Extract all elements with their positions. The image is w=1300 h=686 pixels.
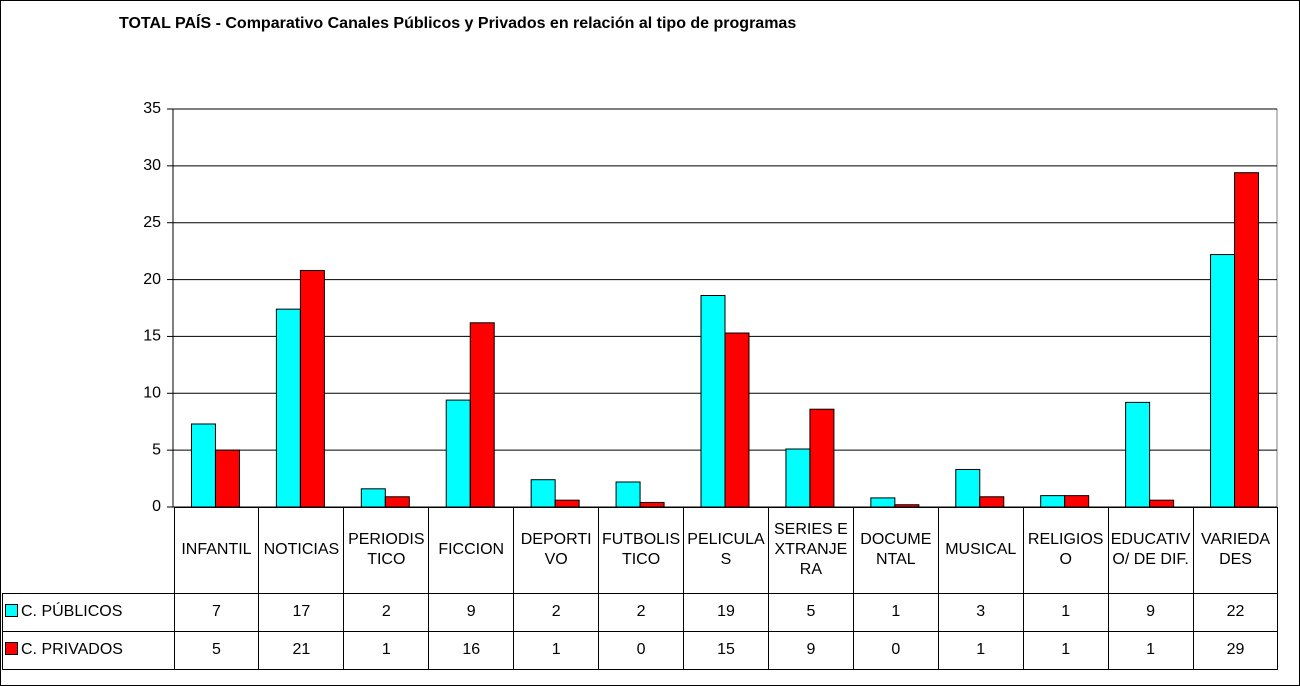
bar — [214, 449, 240, 508]
x-tick-label: INFANTIL — [173, 507, 260, 594]
bar — [1040, 495, 1066, 508]
table-corner — [2, 507, 175, 594]
data-label: 7 — [173, 592, 260, 632]
x-tick-label: SERIES EXTRANJERA — [767, 507, 854, 594]
y-tick-label: 10 — [143, 385, 161, 402]
legend-entry: C. PÚBLICOS — [2, 592, 175, 632]
bar — [809, 408, 835, 508]
data-label: 21 — [258, 630, 345, 670]
category-row: INFANTIL NOTICIAS PERIODISTICO FICCION DEPOR… — [2, 507, 1279, 594]
bar — [1064, 495, 1090, 508]
y-tick-label: 25 — [143, 214, 161, 231]
bar — [299, 269, 325, 508]
y-tick-label: 20 — [143, 271, 161, 288]
data-label: 1 — [513, 630, 600, 670]
data-label: 9 — [428, 592, 515, 632]
legend-label: C. PRIVADOS — [21, 641, 123, 658]
data-label: 22 — [1192, 592, 1279, 632]
series-row: C. PÚBLICOS 7 17 2 9 2 2 19 5 1 3 1 9 22 — [2, 592, 1279, 632]
bar — [190, 423, 216, 508]
x-tick-label: FICCION — [428, 507, 515, 594]
bar — [894, 504, 920, 508]
data-label: 9 — [767, 630, 854, 670]
bar — [554, 499, 580, 508]
data-label: 1 — [343, 630, 430, 670]
data-label: 9 — [1107, 592, 1194, 632]
x-tick-label: VARIEDADES — [1192, 507, 1279, 594]
data-label: 17 — [258, 592, 345, 632]
bar — [1234, 172, 1260, 508]
data-label: 19 — [683, 592, 769, 632]
x-tick-label: PELICULAS — [683, 507, 769, 594]
x-tick-label: FUTBOLISTICO — [598, 507, 685, 594]
bar — [469, 322, 495, 508]
x-tick-label: DOCUMENTAL — [852, 507, 939, 594]
x-tick-label: MUSICAL — [937, 507, 1024, 594]
data-label: 0 — [598, 630, 685, 670]
y-tick-label: 5 — [152, 441, 161, 458]
bar — [275, 308, 301, 508]
bar — [445, 399, 471, 508]
data-label: 5 — [767, 592, 854, 632]
y-tick-label: 0 — [152, 498, 161, 515]
bar — [1210, 254, 1236, 508]
data-label: 2 — [513, 592, 600, 632]
bar — [785, 448, 811, 508]
data-label: 3 — [937, 592, 1024, 632]
legend-swatch — [5, 642, 18, 655]
bar — [384, 496, 410, 508]
data-label: 5 — [173, 630, 260, 670]
chart-title: TOTAL PAÍS - Comparativo Canales Público… — [119, 15, 797, 32]
bar — [615, 481, 641, 508]
data-label: 1 — [937, 630, 1024, 670]
data-label: 1 — [1107, 630, 1194, 670]
bar — [1149, 499, 1175, 508]
bar — [639, 501, 665, 508]
data-label: 1 — [1022, 630, 1109, 670]
data-label: 1 — [1022, 592, 1109, 632]
bar — [724, 332, 750, 508]
y-tick-label: 15 — [143, 328, 161, 345]
x-tick-label: PERIODISTICO — [343, 507, 430, 594]
bar — [1125, 401, 1151, 508]
bar — [979, 496, 1005, 508]
data-label: 0 — [852, 630, 939, 670]
legend-entry: C. PRIVADOS — [2, 630, 175, 670]
bar — [530, 479, 556, 508]
bar — [700, 294, 726, 508]
legend-label: C. PÚBLICOS — [21, 603, 123, 620]
data-table: INFANTIL NOTICIAS PERIODISTICO FICCION DEPOR… — [2, 507, 1279, 670]
x-tick-label: EDUCATIVO/ DE DIF. — [1107, 507, 1194, 594]
x-tick-label: RELIGIOSO — [1022, 507, 1109, 594]
data-label: 1 — [852, 592, 939, 632]
bar — [870, 497, 896, 508]
data-label: 16 — [428, 630, 515, 670]
bar — [360, 488, 386, 508]
series-row: C. PRIVADOS 5 21 1 16 1 0 15 9 0 1 1 1 29 — [2, 630, 1279, 670]
x-tick-label: NOTICIAS — [258, 507, 345, 594]
bar — [955, 468, 981, 508]
y-tick-label: 35 — [143, 100, 161, 117]
y-tick-label: 30 — [143, 157, 161, 174]
legend-swatch — [5, 604, 18, 617]
data-label: 2 — [343, 592, 430, 632]
x-tick-label: DEPORTIVO — [513, 507, 600, 594]
data-label: 29 — [1192, 630, 1279, 670]
data-label: 2 — [598, 592, 685, 632]
data-label: 15 — [683, 630, 769, 670]
